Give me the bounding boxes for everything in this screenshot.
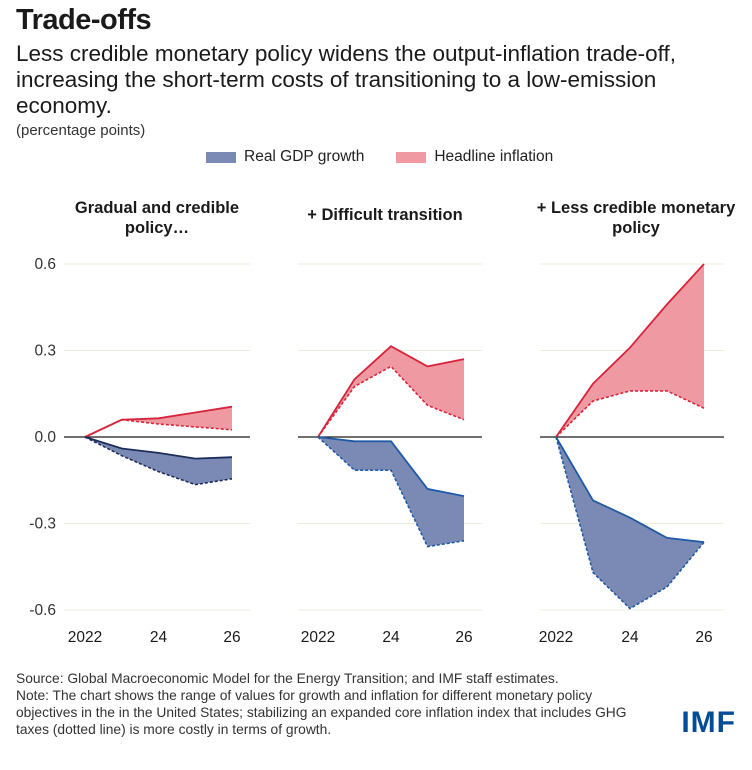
y-tick-label: -0.6 bbox=[29, 602, 56, 619]
units-label: (percentage points) bbox=[16, 122, 146, 139]
x-tick-label: 26 bbox=[455, 629, 472, 646]
gdp-solid-line bbox=[84, 436, 233, 460]
legend: Real GDP growth Headline inflation bbox=[206, 148, 585, 166]
gdp-dotted-line bbox=[317, 436, 465, 548]
gdp-range-area bbox=[318, 437, 464, 547]
x-tick-label: 26 bbox=[223, 629, 240, 646]
legend-swatch-inflation bbox=[396, 151, 427, 163]
y-tick-label: 0.6 bbox=[34, 256, 56, 273]
inflation-solid-line bbox=[555, 263, 705, 438]
x-tick-label: 2022 bbox=[301, 629, 335, 646]
legend-label-gdp: Real GDP growth bbox=[244, 148, 365, 165]
inflation-range-area bbox=[556, 264, 704, 437]
panel-title-1: Gradual and credible policy… bbox=[74, 199, 240, 237]
legend-label-inflation: Headline inflation bbox=[434, 148, 554, 165]
chart-title: Trade-offs bbox=[16, 4, 152, 36]
imf-logo: IMF bbox=[681, 706, 736, 739]
gdp-range-area bbox=[556, 437, 704, 609]
chart-subtitle: Less credible monetary policy widens the… bbox=[16, 41, 676, 118]
inflation-dotted-line bbox=[84, 418, 233, 438]
x-tick-label: 24 bbox=[382, 629, 400, 646]
legend-swatch-gdp bbox=[206, 151, 236, 163]
legend-item-inflation: Headline inflation bbox=[396, 148, 553, 166]
x-tick-label: 24 bbox=[150, 629, 168, 646]
panel-title-3: + Less credible monetary policy bbox=[536, 199, 736, 237]
gdp-dotted-line bbox=[555, 436, 705, 610]
panel-title-2: + Difficult transition bbox=[307, 206, 463, 224]
footer: Source: Global Macroeconomic Model for t… bbox=[16, 670, 656, 738]
methodology-note: Note: The chart shows the range of value… bbox=[16, 688, 627, 737]
x-tick-label: 26 bbox=[695, 629, 712, 646]
x-tick-label: 2022 bbox=[68, 629, 102, 646]
gdp-dotted-line bbox=[84, 436, 233, 486]
inflation-dotted-line bbox=[555, 390, 705, 438]
source-note: Source: Global Macroeconomic Model for t… bbox=[16, 671, 559, 686]
legend-item-gdp: Real GDP growth bbox=[206, 148, 364, 166]
y-tick-label: 0.0 bbox=[34, 429, 56, 446]
y-tick-label: -0.3 bbox=[29, 516, 56, 533]
inflation-solid-line bbox=[317, 345, 465, 438]
gdp-solid-line bbox=[317, 436, 465, 497]
x-tick-label: 24 bbox=[621, 629, 639, 646]
inflation-dotted-line bbox=[317, 365, 465, 438]
inflation-range-area bbox=[318, 346, 464, 437]
x-tick-label: 2022 bbox=[539, 629, 573, 646]
inflation-range-area bbox=[85, 406, 232, 437]
gdp-solid-line bbox=[555, 436, 705, 544]
y-tick-label: 0.3 bbox=[34, 343, 56, 360]
